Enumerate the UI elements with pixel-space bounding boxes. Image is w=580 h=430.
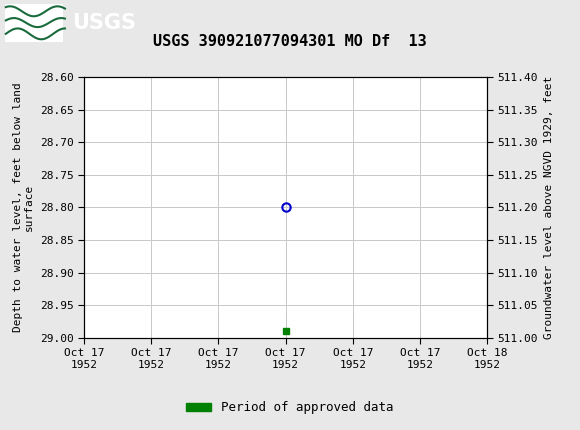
Legend: Period of approved data: Period of approved data [181, 396, 399, 419]
Y-axis label: Groundwater level above NGVD 1929, feet: Groundwater level above NGVD 1929, feet [543, 76, 554, 339]
Y-axis label: Depth to water level, feet below land
surface: Depth to water level, feet below land su… [13, 83, 34, 332]
Text: USGS: USGS [72, 12, 136, 33]
Text: USGS 390921077094301 MO Df  13: USGS 390921077094301 MO Df 13 [153, 34, 427, 49]
Bar [5, 3, 63, 42]
